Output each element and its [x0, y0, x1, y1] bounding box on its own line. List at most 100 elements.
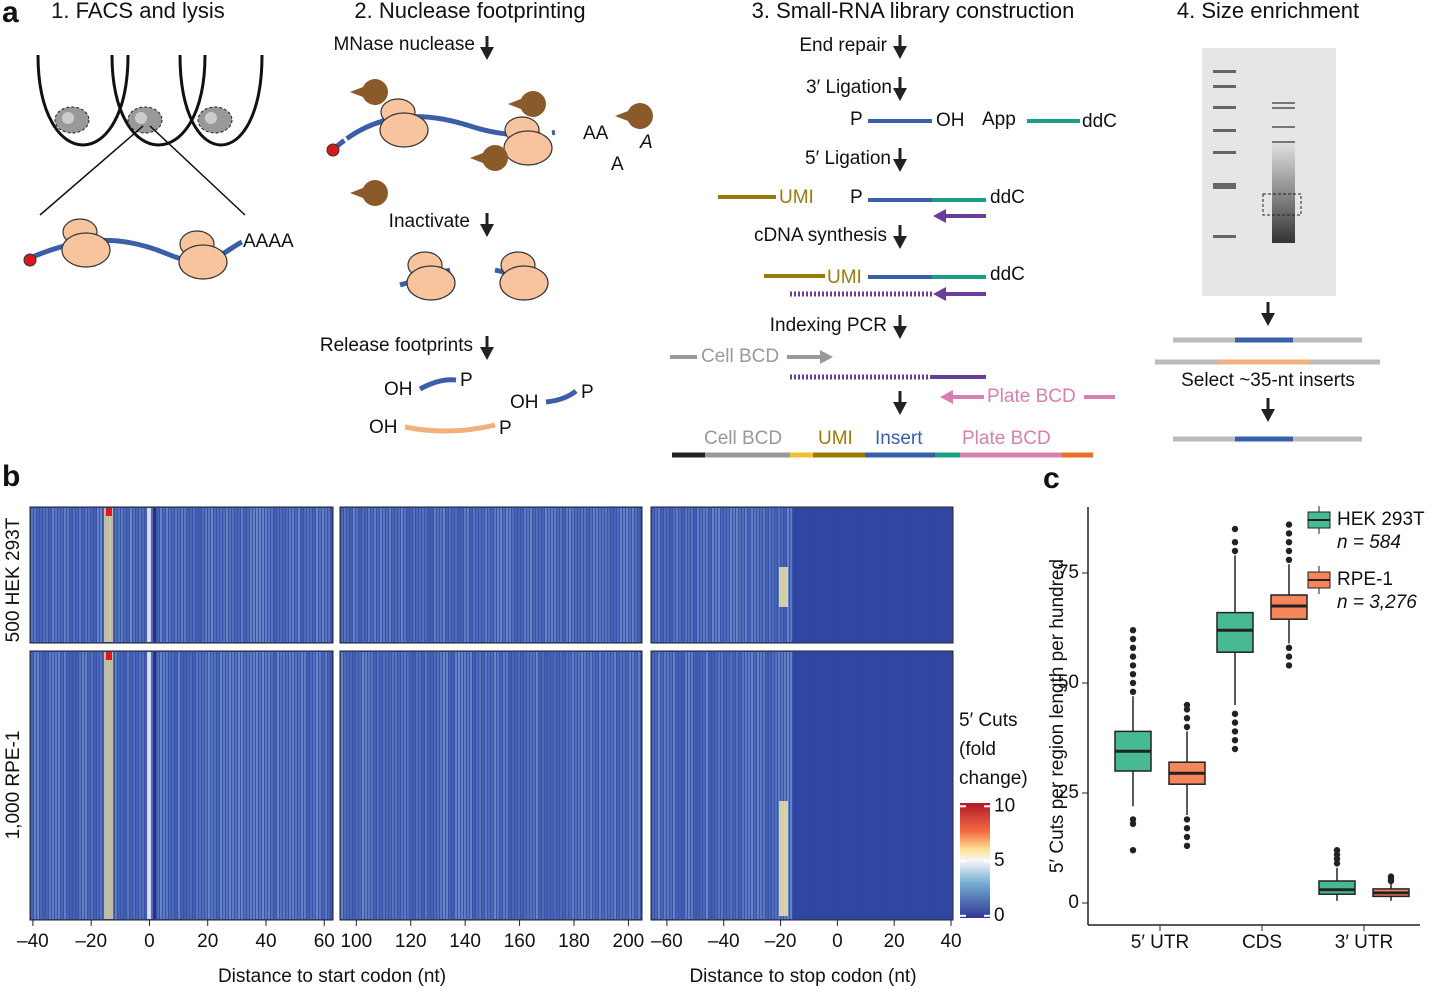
heatmap-texture	[536, 508, 538, 642]
heatmap-texture	[64, 508, 66, 642]
x-tick-label: 5′ UTR	[1131, 932, 1189, 953]
heatmap-texture	[344, 508, 346, 642]
y-tick-label: 75	[1058, 562, 1079, 583]
cap	[326, 143, 340, 157]
heatmap-texture	[147, 652, 151, 919]
heatmap-texture	[533, 652, 535, 919]
heatmap-texture	[521, 652, 523, 919]
label: OH	[510, 392, 539, 413]
heatmap-texture	[175, 652, 177, 919]
heatmap-texture	[694, 508, 696, 642]
heatmap-texture	[392, 652, 394, 919]
heatmap-texture	[220, 508, 222, 642]
heatmap-texture	[410, 508, 412, 642]
heatmap-texture	[428, 508, 430, 642]
heatmap-texture	[82, 508, 84, 642]
heatmap-texture	[265, 508, 267, 642]
heatmap-texture	[724, 652, 726, 919]
heatmap-texture	[784, 652, 786, 919]
heatmap-texture	[494, 652, 496, 919]
heatmap-texture	[118, 652, 120, 919]
colorbar-tick-label: 5	[994, 850, 1005, 871]
heatmap-texture	[157, 508, 159, 642]
x-tick-label: 20	[884, 931, 905, 952]
heatmap-texture	[512, 652, 514, 919]
heatmap-texture	[232, 652, 234, 919]
heatmap-texture	[280, 652, 282, 919]
step-title: 4. Size enrichment	[1177, 0, 1359, 23]
heatmap-texture	[790, 508, 792, 642]
label: P	[460, 370, 473, 391]
heatmap-texture	[106, 508, 112, 516]
outlier	[1333, 860, 1341, 867]
heatmap-texture	[419, 652, 421, 919]
heatmap-texture	[37, 652, 39, 919]
heatmap-texture	[127, 652, 129, 919]
heatmap-texture	[614, 508, 616, 642]
x-tick-label: 0	[144, 931, 155, 952]
heatmap-texture	[536, 652, 538, 919]
heatmap	[339, 506, 643, 644]
label: Release footprints	[320, 335, 473, 356]
heatmap-texture	[395, 652, 397, 919]
heatmap-texture	[262, 508, 264, 642]
heatmap-texture	[142, 652, 144, 919]
colorbar-tick-label: 10	[994, 795, 1015, 816]
heatmap-texture	[341, 652, 343, 919]
box	[1318, 880, 1356, 895]
outlier	[1333, 851, 1341, 858]
lane-bands	[1272, 102, 1295, 143]
step-title: 1. FACS and lysis	[51, 0, 225, 23]
colorbar-title: 5′ Cuts	[959, 710, 1017, 731]
mrna	[333, 114, 581, 150]
heatmap-texture	[55, 652, 57, 919]
label: Cell BCD	[701, 346, 779, 367]
heatmap-texture	[328, 652, 330, 919]
heatmap-texture	[52, 508, 54, 642]
ribosome	[379, 98, 429, 148]
heatmap-texture	[539, 652, 541, 919]
heatmap-texture	[250, 652, 252, 919]
heatmap-texture	[548, 652, 550, 919]
heatmap-texture	[118, 508, 120, 642]
heatmap-texture	[187, 508, 189, 642]
heatmap-texture	[193, 508, 195, 642]
y-tick-label: 0	[1068, 892, 1079, 913]
heatmap-texture	[563, 508, 565, 642]
arrow	[891, 389, 909, 417]
label: Select ~35-nt inserts	[1181, 370, 1355, 391]
label: P	[581, 382, 594, 403]
heatmap-texture	[476, 652, 478, 919]
panel-label: a	[2, 0, 19, 29]
heatmap-texture	[590, 652, 592, 919]
nuclease	[350, 79, 388, 105]
arrowhead	[940, 390, 953, 404]
heatmap-texture	[599, 508, 601, 642]
heatmap-texture	[632, 652, 634, 919]
heatmap-texture	[298, 652, 300, 919]
heatmap-texture	[700, 508, 702, 642]
heatmap-texture	[742, 508, 744, 642]
heatmap-texture	[763, 652, 765, 919]
heatmap-texture	[655, 652, 657, 919]
heatmap-texture	[715, 652, 717, 919]
selection-box	[1262, 193, 1302, 216]
x-tick-label: 100	[340, 931, 372, 952]
footprint	[418, 377, 457, 392]
heatmap-texture	[530, 652, 532, 919]
heatmap-texture	[464, 652, 466, 919]
heatmap-texture	[325, 508, 327, 642]
heatmap-texture	[793, 652, 952, 919]
outlier	[1129, 671, 1137, 678]
heatmap-texture	[760, 652, 762, 919]
heatmap-texture	[638, 508, 640, 642]
heatmap-texture	[196, 508, 198, 642]
heatmap-texture	[614, 652, 616, 919]
outlier	[1333, 847, 1341, 854]
heatmap-texture	[374, 508, 376, 642]
heatmap-texture	[667, 652, 669, 919]
heatmap-texture	[88, 508, 90, 642]
heatmap-texture	[467, 508, 469, 642]
outlier	[1183, 816, 1191, 823]
heatmap-texture	[733, 508, 735, 642]
